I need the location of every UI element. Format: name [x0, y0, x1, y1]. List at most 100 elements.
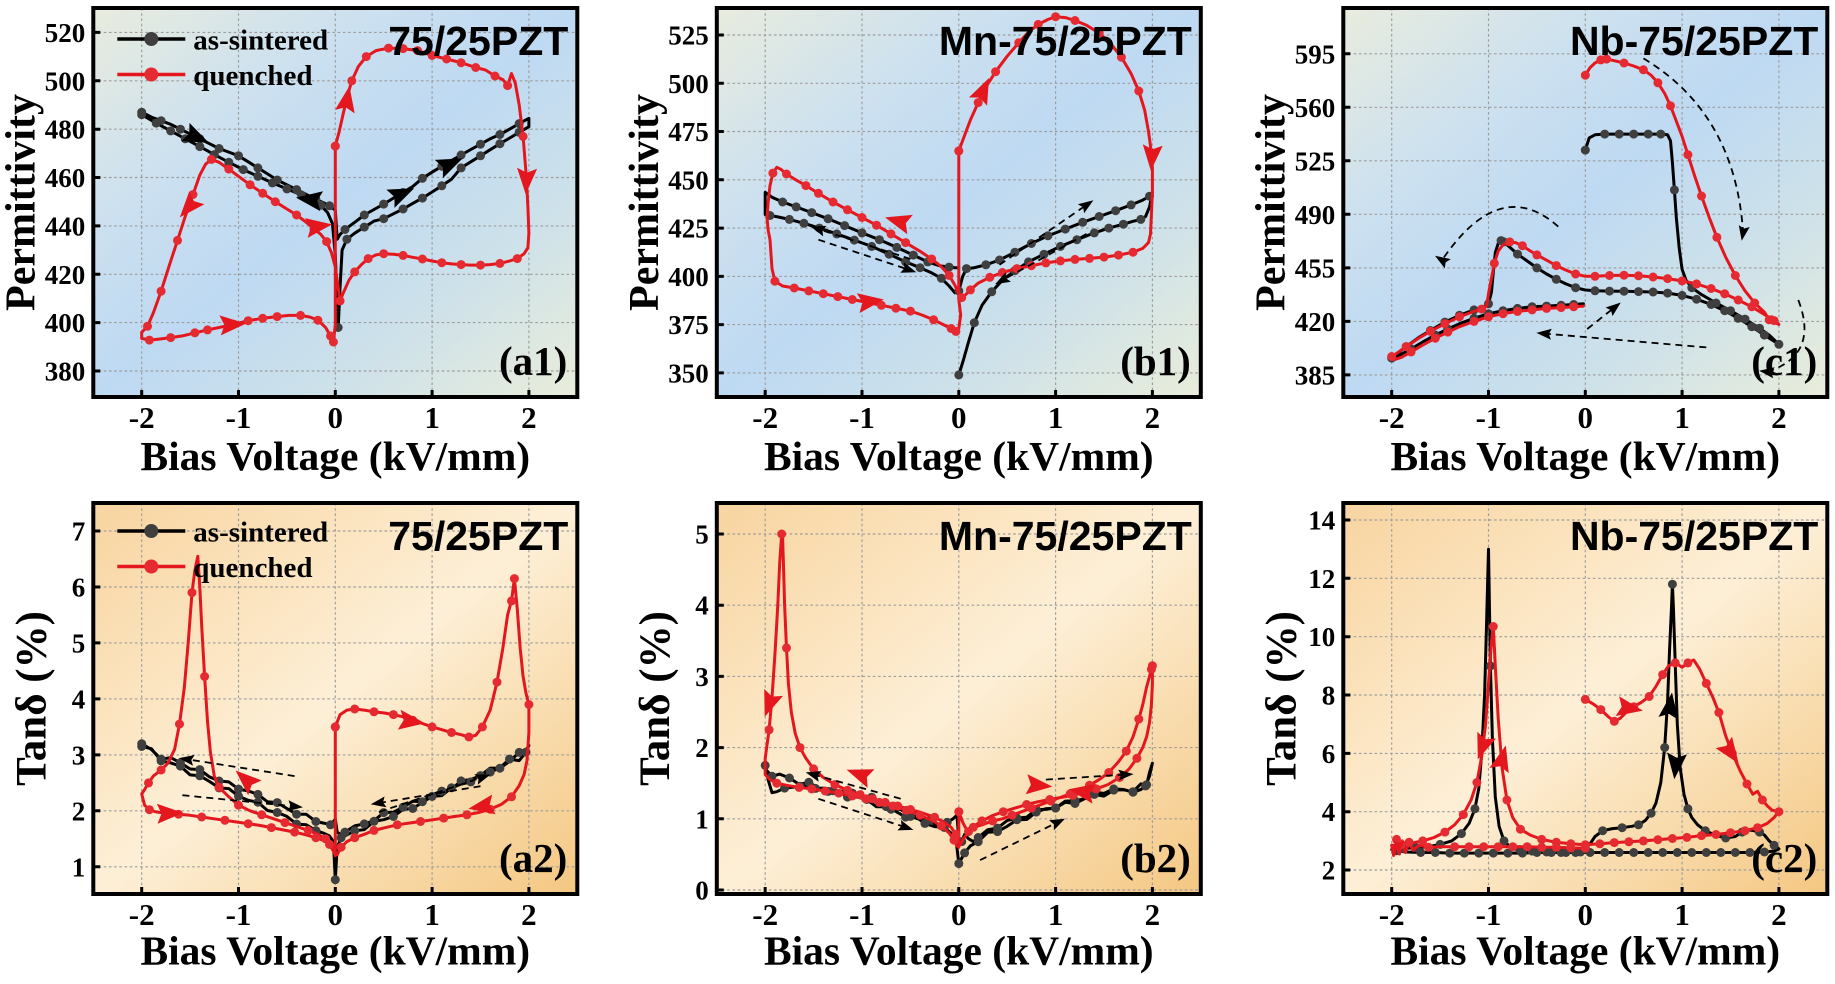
svg-text:595: 595 [1295, 39, 1336, 69]
svg-text:6: 6 [1322, 739, 1336, 769]
svg-text:Tanδ (%): Tanδ (%) [1258, 611, 1305, 786]
svg-text:2: 2 [695, 733, 709, 763]
svg-text:Bias Voltage (kV/mm): Bias Voltage (kV/mm) [140, 433, 530, 480]
svg-text:500: 500 [668, 69, 709, 99]
svg-text:-1: -1 [226, 400, 252, 435]
svg-text:12: 12 [1308, 564, 1335, 594]
svg-text:0: 0 [951, 400, 967, 435]
svg-text:-1: -1 [849, 400, 875, 435]
svg-text:8: 8 [1322, 681, 1336, 711]
svg-text:Nb-75/25PZT: Nb-75/25PZT [1570, 513, 1818, 559]
svg-text:Tanδ (%): Tanδ (%) [8, 611, 55, 786]
svg-text:1: 1 [72, 852, 86, 882]
svg-text:0: 0 [1578, 400, 1594, 435]
svg-text:375: 375 [668, 310, 709, 340]
svg-text:Permittivity: Permittivity [622, 94, 668, 311]
svg-text:75/25PZT: 75/25PZT [388, 18, 568, 64]
svg-text:480: 480 [45, 115, 86, 145]
svg-text:6: 6 [72, 573, 86, 603]
svg-text:as-sintered: as-sintered [193, 25, 328, 57]
svg-text:450: 450 [668, 165, 709, 195]
svg-text:(c2): (c2) [1751, 835, 1817, 881]
svg-text:525: 525 [668, 21, 709, 51]
svg-text:Permittivity: Permittivity [1248, 94, 1294, 311]
svg-text:385: 385 [1295, 360, 1336, 390]
svg-text:-2: -2 [129, 400, 155, 435]
svg-text:5: 5 [72, 628, 86, 658]
svg-text:2: 2 [72, 796, 86, 826]
svg-text:0: 0 [1578, 897, 1594, 932]
svg-text:420: 420 [1295, 307, 1336, 337]
svg-text:-2: -2 [1379, 400, 1405, 435]
svg-text:-2: -2 [752, 897, 778, 932]
svg-text:10: 10 [1308, 622, 1335, 652]
svg-text:1: 1 [1674, 400, 1690, 435]
svg-text:3: 3 [695, 662, 709, 692]
svg-text:2: 2 [521, 897, 537, 932]
svg-text:460: 460 [45, 163, 86, 193]
svg-text:(b1): (b1) [1120, 338, 1191, 384]
svg-text:Mn-75/25PZT: Mn-75/25PZT [939, 513, 1192, 559]
svg-text:-2: -2 [752, 400, 778, 435]
svg-text:560: 560 [1295, 93, 1336, 123]
svg-text:490: 490 [1295, 200, 1336, 230]
svg-text:(a1): (a1) [499, 338, 567, 384]
svg-text:4: 4 [695, 591, 709, 621]
svg-text:7: 7 [72, 517, 86, 547]
svg-text:Bias Voltage (kV/mm): Bias Voltage (kV/mm) [764, 433, 1154, 480]
svg-text:Nb-75/25PZT: Nb-75/25PZT [1570, 18, 1818, 64]
svg-text:440: 440 [45, 211, 86, 241]
svg-text:380: 380 [45, 357, 86, 387]
svg-text:2: 2 [1322, 856, 1336, 886]
svg-text:2: 2 [1771, 897, 1787, 932]
svg-text:(a2): (a2) [499, 835, 567, 881]
svg-text:Mn-75/25PZT: Mn-75/25PZT [939, 18, 1192, 64]
svg-text:-1: -1 [849, 897, 875, 932]
svg-text:2: 2 [1145, 897, 1161, 932]
svg-text:quenched: quenched [193, 60, 312, 92]
svg-text:1: 1 [1048, 400, 1064, 435]
svg-text:Permittivity: Permittivity [0, 94, 44, 311]
svg-text:14: 14 [1308, 506, 1335, 536]
svg-text:420: 420 [45, 260, 86, 290]
svg-text:-1: -1 [1476, 400, 1502, 435]
svg-text:2: 2 [521, 400, 537, 435]
svg-text:350: 350 [668, 358, 709, 388]
svg-text:Bias Voltage (kV/mm): Bias Voltage (kV/mm) [764, 928, 1154, 975]
svg-text:1: 1 [1048, 897, 1064, 932]
svg-text:0: 0 [328, 897, 344, 932]
svg-text:5: 5 [695, 520, 709, 550]
svg-text:500: 500 [45, 66, 86, 96]
svg-text:Bias Voltage (kV/mm): Bias Voltage (kV/mm) [140, 928, 530, 975]
svg-text:475: 475 [668, 117, 709, 147]
svg-text:(c1): (c1) [1751, 338, 1817, 384]
svg-text:2: 2 [1771, 400, 1787, 435]
svg-text:-1: -1 [226, 897, 252, 932]
svg-text:425: 425 [668, 214, 709, 244]
svg-text:0: 0 [328, 400, 344, 435]
svg-text:Bias Voltage (kV/mm): Bias Voltage (kV/mm) [1390, 433, 1780, 480]
svg-text:-2: -2 [129, 897, 155, 932]
svg-text:400: 400 [668, 262, 709, 292]
svg-text:75/25PZT: 75/25PZT [388, 513, 568, 559]
svg-text:1: 1 [424, 897, 440, 932]
svg-text:Bias Voltage (kV/mm): Bias Voltage (kV/mm) [1390, 928, 1780, 975]
svg-text:as-sintered: as-sintered [193, 517, 328, 549]
svg-text:(b2): (b2) [1120, 835, 1191, 881]
svg-text:4: 4 [72, 684, 86, 714]
svg-text:quenched: quenched [193, 552, 312, 584]
svg-text:1: 1 [695, 804, 709, 834]
svg-text:3: 3 [72, 740, 86, 770]
svg-text:400: 400 [45, 308, 86, 338]
svg-text:0: 0 [695, 876, 709, 906]
svg-text:2: 2 [1145, 400, 1161, 435]
svg-text:455: 455 [1295, 253, 1336, 283]
svg-text:-1: -1 [1476, 897, 1502, 932]
svg-text:-2: -2 [1379, 897, 1405, 932]
svg-text:525: 525 [1295, 146, 1336, 176]
svg-text:1: 1 [1674, 897, 1690, 932]
svg-text:0: 0 [951, 897, 967, 932]
svg-text:Tanδ (%): Tanδ (%) [632, 611, 679, 786]
svg-text:520: 520 [45, 18, 86, 48]
svg-text:1: 1 [424, 400, 440, 435]
